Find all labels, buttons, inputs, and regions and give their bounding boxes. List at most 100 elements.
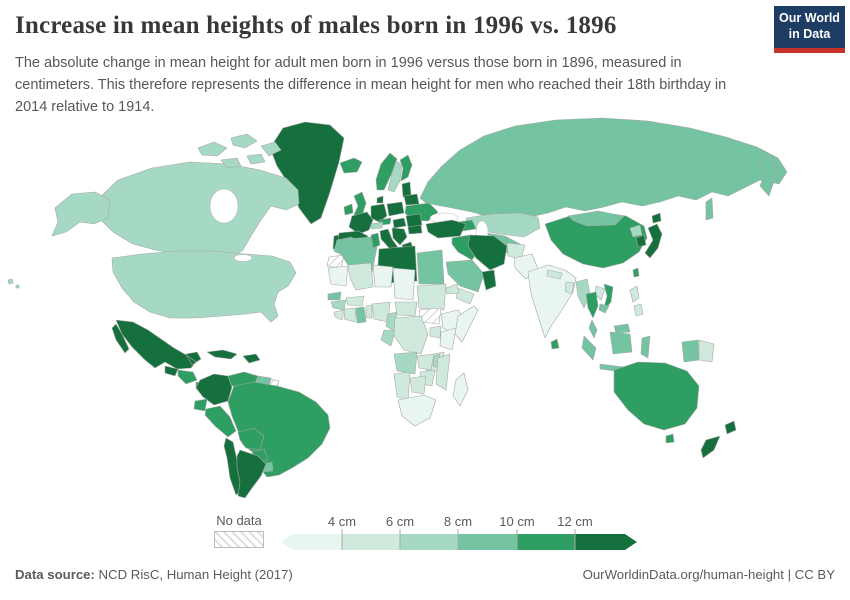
country-nepal[interactable] (546, 269, 563, 280)
legend-bin-over-12[interactable] (575, 534, 637, 550)
country-peru[interactable] (204, 405, 237, 438)
country-russia-kamchatka[interactable] (759, 155, 778, 197)
country-russia-sakhalin[interactable] (705, 197, 714, 221)
country-belarus[interactable] (403, 193, 420, 206)
country-colombia[interactable] (195, 373, 233, 406)
country-south-korea[interactable] (635, 234, 647, 248)
country-cambodia[interactable] (598, 303, 610, 314)
legend-bin-10-12[interactable] (517, 534, 575, 550)
country-yemen[interactable] (455, 287, 475, 305)
country-niger[interactable] (372, 264, 394, 288)
country-mozambique[interactable] (435, 353, 451, 391)
country-austria[interactable] (370, 221, 384, 230)
legend-bin-under-4[interactable] (281, 534, 342, 550)
country-tunisia[interactable] (370, 232, 381, 249)
country-sudan[interactable] (416, 283, 447, 311)
country-uganda[interactable] (429, 325, 442, 339)
country-congo[interactable] (380, 329, 396, 347)
country-canada-islands[interactable] (197, 133, 282, 169)
country-france[interactable] (348, 211, 374, 235)
country-honduras[interactable] (177, 369, 198, 385)
country-philippines[interactable] (629, 285, 644, 317)
country-madagascar[interactable] (452, 372, 469, 407)
owid-logo[interactable]: Our World in Data (774, 6, 845, 53)
country-turkey[interactable] (425, 219, 467, 239)
legend-no-data-swatch[interactable] (214, 531, 264, 548)
chart-subtitle: The absolute change in mean height for a… (15, 55, 727, 116)
country-hungary[interactable] (392, 217, 407, 229)
country-senegal[interactable] (327, 291, 342, 301)
country-malaysia[interactable] (588, 319, 631, 339)
country-japan[interactable] (644, 212, 663, 259)
country-guatemala[interactable] (164, 365, 179, 377)
country-russia[interactable] (419, 117, 788, 221)
country-zambia[interactable] (416, 353, 435, 371)
country-bulgaria[interactable] (407, 224, 423, 235)
country-sri-lanka[interactable] (550, 338, 560, 350)
country-mongolia[interactable] (567, 210, 625, 227)
legend-bin-6-8[interactable] (400, 534, 458, 550)
country-dr-congo[interactable] (393, 315, 429, 355)
country-laos[interactable] (594, 285, 606, 301)
country-bangladesh[interactable] (564, 281, 575, 295)
country-hawaii[interactable] (7, 278, 20, 289)
country-papua-new-guinea[interactable] (698, 339, 715, 363)
country-brazil[interactable] (227, 381, 331, 478)
legend-bin-4-6[interactable] (342, 534, 400, 550)
country-balkans[interactable] (391, 227, 408, 246)
country-poland[interactable] (386, 201, 405, 217)
country-greenland[interactable] (269, 121, 345, 225)
world-choropleth-map (7, 117, 788, 499)
country-thailand[interactable] (585, 291, 599, 319)
country-ecuador[interactable] (193, 398, 208, 412)
legend-tick-label-4: 4 cm (328, 514, 356, 529)
owid-logo-line1: Our World (779, 11, 840, 26)
country-angola[interactable] (393, 351, 418, 375)
country-new-zealand[interactable] (700, 420, 737, 459)
country-canada[interactable] (94, 161, 300, 259)
country-central-african-republic[interactable] (394, 301, 418, 317)
country-alaska[interactable] (51, 191, 111, 237)
country-baltics[interactable] (401, 181, 412, 198)
country-argentina[interactable] (236, 449, 267, 499)
country-romania[interactable] (405, 213, 423, 228)
country-guinea[interactable] (330, 299, 347, 311)
country-kenya[interactable] (439, 327, 457, 351)
country-ghana[interactable] (355, 306, 367, 324)
country-mauritania[interactable] (327, 265, 349, 287)
country-mexico[interactable] (111, 319, 202, 370)
country-cuba[interactable] (206, 349, 238, 360)
country-ireland[interactable] (343, 203, 354, 216)
country-chad[interactable] (392, 267, 416, 301)
country-united-states[interactable] (111, 250, 297, 323)
country-north-korea[interactable] (629, 224, 643, 238)
country-burkina-faso[interactable] (345, 295, 365, 307)
country-mali[interactable] (347, 262, 374, 291)
country-ivory-coast[interactable] (343, 307, 357, 323)
country-benin[interactable] (365, 304, 373, 319)
legend-tick-label-10: 10 cm (499, 514, 534, 529)
data-source: Data source: NCD RisC, Human Height (201… (15, 567, 293, 582)
country-saudi-arabia[interactable] (445, 259, 485, 293)
country-egypt[interactable] (416, 249, 445, 285)
country-botswana[interactable] (409, 375, 427, 395)
country-iceland[interactable] (339, 157, 363, 174)
legend-no-data-label: No data (216, 513, 262, 528)
country-india[interactable] (527, 264, 577, 339)
country-south-africa[interactable] (397, 394, 437, 427)
country-eritrea[interactable] (445, 283, 460, 295)
country-sierra-leone[interactable] (333, 309, 345, 321)
country-namibia[interactable] (393, 371, 411, 401)
legend-bin-8-10[interactable] (458, 534, 517, 550)
country-germany[interactable] (370, 203, 388, 223)
country-iran[interactable] (467, 234, 508, 271)
legend-color-bar: 4 cm 6 cm 8 cm 10 cm 12 cm (281, 514, 637, 550)
country-finland[interactable] (399, 154, 413, 182)
country-western-sahara[interactable] (326, 254, 345, 269)
country-oman[interactable] (481, 269, 497, 291)
country-hispaniola[interactable] (242, 353, 261, 364)
footer-link[interactable]: OurWorldinData.org/human-height | CC BY (582, 567, 835, 582)
country-australia[interactable] (613, 361, 700, 444)
country-taiwan[interactable] (632, 267, 640, 278)
country-denmark[interactable] (376, 195, 384, 204)
